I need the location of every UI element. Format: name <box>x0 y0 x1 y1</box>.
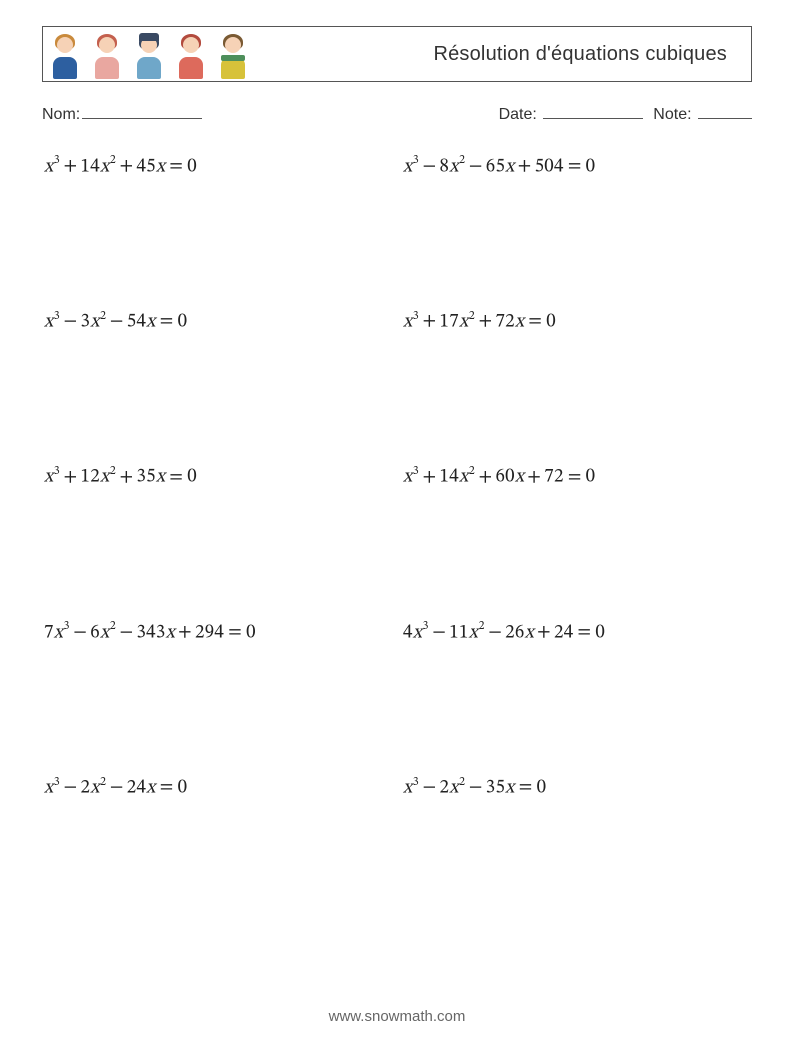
avatar-icon <box>219 33 247 79</box>
equation: x3+17x2+72x=0 <box>403 309 750 334</box>
avatar-icon <box>93 33 121 79</box>
avatar-icon <box>177 33 205 79</box>
worksheet-title: Résolution d'équations cubiques <box>433 43 733 66</box>
note-field: Note: <box>653 102 752 124</box>
equation: 4x3−11x2−26x+24=0 <box>403 620 750 645</box>
problem-grid: x3+14x2+45x=0 x3−8x2−65x+504=0 x3−3x2−54x=… <box>42 154 752 801</box>
note-blank <box>698 102 752 119</box>
name-blank <box>82 102 202 119</box>
equation: 7x3−6x2−343x+294=0 <box>44 620 391 645</box>
header-box: Résolution d'équations cubiques <box>42 26 752 82</box>
equation: x3−2x2−35x=0 <box>403 775 750 800</box>
worksheet-page: Résolution d'équations cubiques Nom: Dat… <box>0 0 794 1053</box>
avatar-row <box>51 27 247 81</box>
date-label: Date: <box>499 106 537 123</box>
date-field: Date: <box>499 102 644 124</box>
avatar-icon <box>51 33 79 79</box>
note-label: Note: <box>653 106 691 123</box>
equation: x3−8x2−65x+504=0 <box>403 154 750 179</box>
name-label: Nom: <box>42 106 80 124</box>
equation: x3+14x2+45x=0 <box>44 154 391 179</box>
avatar-icon <box>135 33 163 79</box>
date-blank <box>543 102 643 119</box>
equation: x3+14x2+60x+72=0 <box>403 464 750 489</box>
equation: x3−3x2−54x=0 <box>44 309 391 334</box>
equation: x3−2x2−24x=0 <box>44 775 391 800</box>
name-field: Nom: <box>42 102 202 124</box>
footer-url: www.snowmath.com <box>0 1008 794 1025</box>
equation: x3+12x2+35x=0 <box>44 464 391 489</box>
meta-row: Nom: Date: Note: <box>42 102 752 124</box>
